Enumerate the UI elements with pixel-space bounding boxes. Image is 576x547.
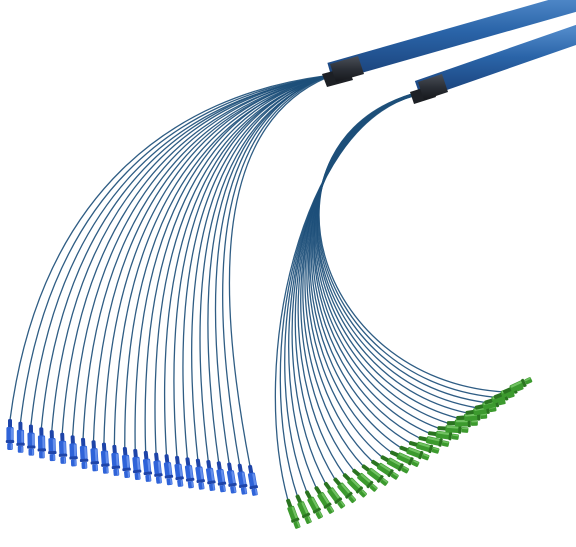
connector-left-20 — [205, 460, 216, 492]
connector-right-24 — [503, 377, 533, 394]
connector-right-11 — [380, 455, 410, 474]
connector-right-7 — [342, 473, 367, 498]
connector-left-5 — [48, 430, 57, 462]
connector-right-6 — [333, 477, 357, 504]
connector-left-4 — [37, 427, 46, 459]
breakout-boot-lower — [410, 74, 448, 104]
connector-right-8 — [352, 468, 378, 492]
connector-right-18 — [446, 418, 478, 428]
connector-right-15 — [418, 436, 450, 447]
trunk-cable-upper — [327, 0, 576, 82]
connector-right-16 — [427, 430, 459, 441]
fibers-left — [9, 75, 327, 467]
connector-left-17 — [174, 455, 184, 487]
connector-left-6 — [58, 432, 68, 464]
connector-right-10 — [371, 459, 399, 480]
connector-left-13 — [132, 448, 142, 481]
connector-left-12 — [121, 446, 131, 479]
connector-right-17 — [437, 425, 469, 434]
connectors-left — [5, 419, 258, 496]
connector-right-12 — [390, 450, 420, 467]
connector-left-9 — [90, 440, 100, 472]
connector-left-8 — [79, 437, 89, 469]
connector-right-3 — [304, 490, 323, 520]
connector-left-19 — [195, 458, 205, 490]
connector-left-16 — [163, 454, 174, 486]
connector-left-14 — [142, 450, 153, 482]
connector-left-15 — [153, 452, 163, 484]
connector-left-7 — [69, 435, 78, 467]
connector-right-4 — [314, 486, 335, 514]
connector-right-2 — [295, 494, 312, 524]
connector-right-5 — [323, 481, 346, 509]
connector-left-21 — [216, 461, 227, 493]
connector-left-3 — [27, 424, 36, 456]
connector-left-23 — [237, 463, 248, 495]
trunk-cable-lower — [414, 24, 576, 99]
connector-right-13 — [399, 445, 430, 461]
connector-left-24 — [247, 464, 258, 496]
connectors-right — [286, 377, 533, 529]
connector-left-11 — [111, 444, 121, 476]
connector-left-18 — [184, 457, 195, 489]
connector-left-1 — [5, 419, 15, 450]
connector-right-1 — [286, 498, 301, 529]
connector-left-10 — [100, 442, 110, 474]
fibers-right — [274, 93, 505, 501]
connector-left-22 — [226, 462, 237, 494]
connector-right-14 — [408, 441, 440, 454]
connector-right-9 — [361, 464, 389, 486]
connector-left-2 — [16, 421, 25, 453]
breakout-boot-upper — [322, 56, 364, 87]
